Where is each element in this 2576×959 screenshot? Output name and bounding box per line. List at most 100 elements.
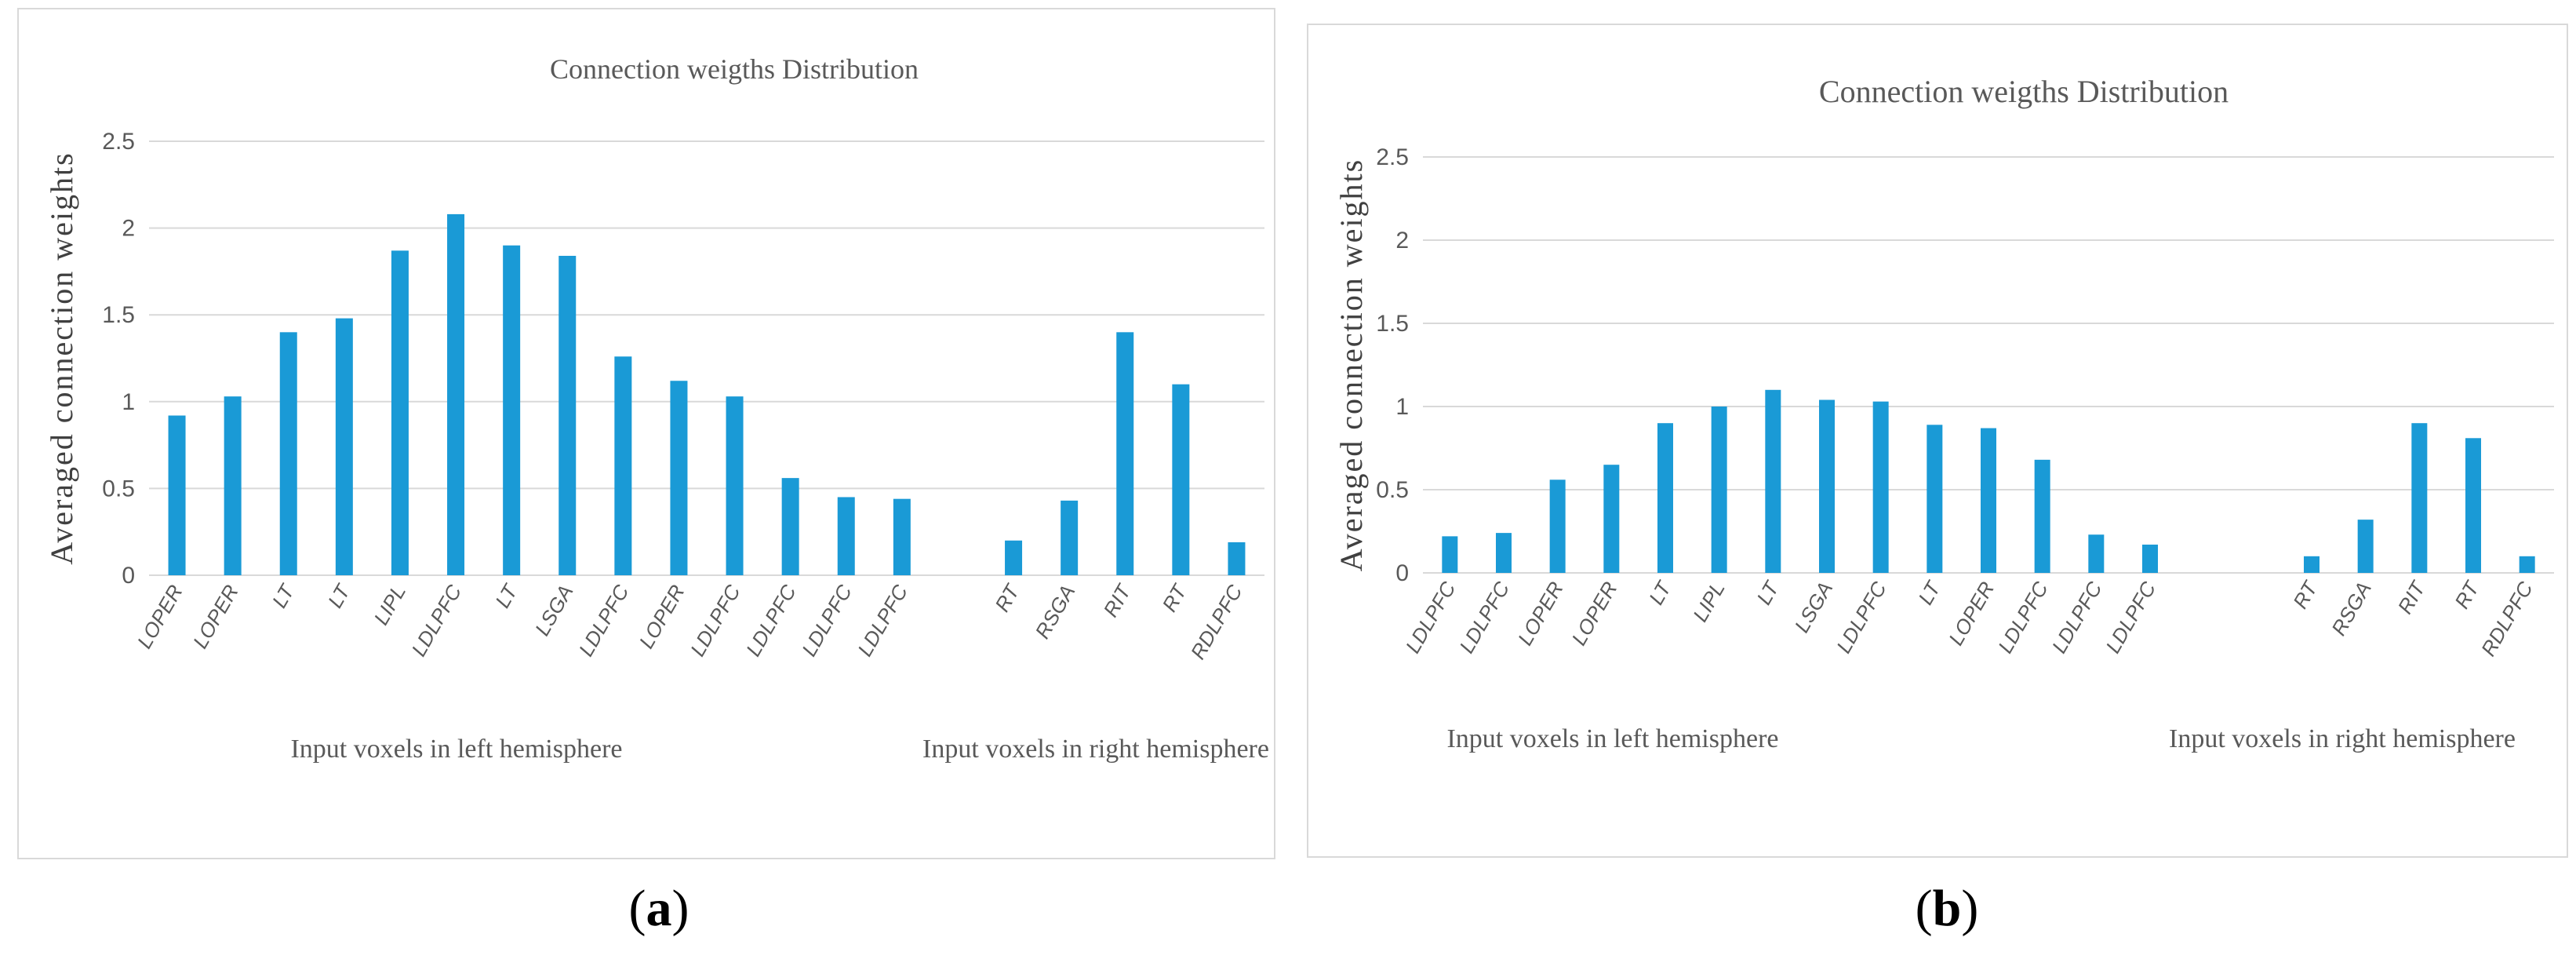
chart-a-ylabel: Averaged connection weights [44,151,79,564]
chart-b-category-label: LOPER [1566,578,1621,649]
chart-b-group-label: Input voxels in left hemisphere [1446,724,1778,753]
chart-b-bar [2088,534,2105,573]
chart-b-svg: Connection weigths Distribution Averaged … [1333,74,2554,753]
chart-a-bar [1172,384,1190,575]
chart-b-ylabel: Averaged connection weights [1333,159,1369,571]
chart-a-bar [447,213,465,575]
chart-a-ytick: 2.5 [102,129,135,155]
chart-a-bar [1005,540,1023,575]
chart-a-bar [503,245,521,575]
chart-a-bar [224,396,242,575]
chart-a-category-label: LDLPFC [853,581,912,661]
chart-a-category-label: LOPER [188,581,243,652]
chart-b-ytick: 1 [1395,394,1409,420]
chart-b-category-label: LDLPFC [2101,578,2160,658]
chart-a-category-label: LT [490,579,522,611]
chart-b-category-label: RIT [2393,576,2431,618]
chart-b-category-label: LDLPFC [1454,578,1514,658]
chart-a-category-label: RT [990,579,1024,615]
chart-a-category-label: LDLPFC [741,581,801,661]
chart-b-category-label: LT [1913,576,1945,608]
chart-b-bar [2034,459,2050,573]
chart-b-bar [1872,401,1889,573]
chart-b-category-label: LDLPFC [2047,578,2107,658]
chart-b-bar [1711,407,1727,573]
chart-b-bar [1981,428,1996,573]
chart-b-bar [1496,533,1512,573]
chart-a-category-label: RSGA [1031,581,1080,643]
chart-a-bar [670,381,688,575]
chart-b-category-label: LOPER [1944,578,1999,649]
chart-a-bar [781,478,799,575]
chart-b-title: Connection weigths Distribution [1819,74,2229,109]
chart-a-category-label: RDLPFC [1186,581,1247,663]
chart-b-ytick: 2 [1395,228,1409,253]
chart-b-category-label: LSGA [1790,578,1838,636]
chart-b-bar [2142,544,2158,573]
chart-b-bar [1442,536,1458,573]
chart-b-category-label: RSGA [2327,578,2376,640]
chart-b-bar [2411,423,2428,573]
chart-a-bar [893,498,911,575]
chart-b-bar [1819,399,1835,573]
chart-b-bar [1765,389,1781,573]
chart-b-bar [2304,556,2319,573]
caption-a: (a) [580,879,737,939]
chart-b-bar [2357,520,2374,573]
chart-a-category-label: LOPER [133,581,187,652]
chart-a-bar [279,332,297,575]
chart-a-category-label: LOPER [635,581,689,652]
caption-a-open: ( [628,880,646,937]
chart-b-ytick: 0 [1395,560,1409,586]
caption-b-open: ( [1915,880,1933,937]
chart-b-bar [2465,438,2481,573]
chart-b-category-label: RT [2450,576,2484,612]
chart-a-bar [335,318,353,575]
caption-a-letter: a [646,880,672,937]
chart-a-category-label: LT [267,579,300,611]
chart-a-category-label: RIT [1099,579,1137,621]
chart-a-bar [1061,500,1079,575]
chart-a-title: Connection weigths Distribution [550,53,919,85]
chart-a-bar [1228,541,1246,575]
chart-b-bar [1927,425,1943,573]
chart-b-category-label: LT [1644,576,1676,608]
chart-b-category-label: LDLPFC [1832,578,1891,658]
chart-a-category-label: LSGA [530,581,578,640]
chart-b-category-label: LDLPFC [1993,578,2053,658]
chart-a-ytick: 0 [122,563,135,589]
chart-a-category-label: LDLPFC [797,581,857,661]
chart-b-group-label: Input voxels in right hemisphere [2169,724,2516,753]
chart-a-bar [837,497,855,575]
caption-b-close: ) [1961,880,1979,937]
chart-a-bar [1116,332,1134,575]
chart-b: Connection weigths Distribution Averaged … [1307,24,2568,858]
chart-b-bar [1657,423,1673,573]
chart-a-ytick: 1.5 [102,302,135,328]
chart-a-category-label: LT [323,579,355,611]
chart-b-bar [1549,480,1566,573]
chart-b-bar [2519,556,2535,573]
chart-a-bar [614,356,632,575]
chart-b-category-label: LIPL [1688,578,1730,625]
chart-a-ytick: 0.5 [102,476,135,501]
chart-b-ytick: 1.5 [1376,311,1409,337]
caption-b-letter: b [1932,880,1962,937]
chart-b-category-label: LOPER [1513,578,1568,649]
chart-a-ytick: 2 [122,216,135,242]
chart-a-category-label: LDLPFC [686,581,745,661]
chart-a: Connection weigths Distribution Averaged … [17,8,1275,859]
chart-a-bar [558,255,577,575]
caption-b: (b) [1868,879,2025,939]
chart-a-category-label: LDLPFC [406,581,466,661]
caption-a-close: ) [671,880,689,937]
chart-b-category-label: RT [2288,576,2323,612]
chart-b-category-label: RDLPFC [2476,578,2538,660]
chart-b-bar [1603,465,1620,573]
chart-a-bar [168,415,186,575]
chart-b-category-label: LDLPFC [1401,578,1461,658]
chart-a-category-label: LIPL [369,581,410,629]
chart-a-category-label: LDLPFC [574,581,634,661]
chart-a-bar [726,396,744,575]
chart-a-svg: Connection weigths Distribution Averaged … [44,53,1269,764]
